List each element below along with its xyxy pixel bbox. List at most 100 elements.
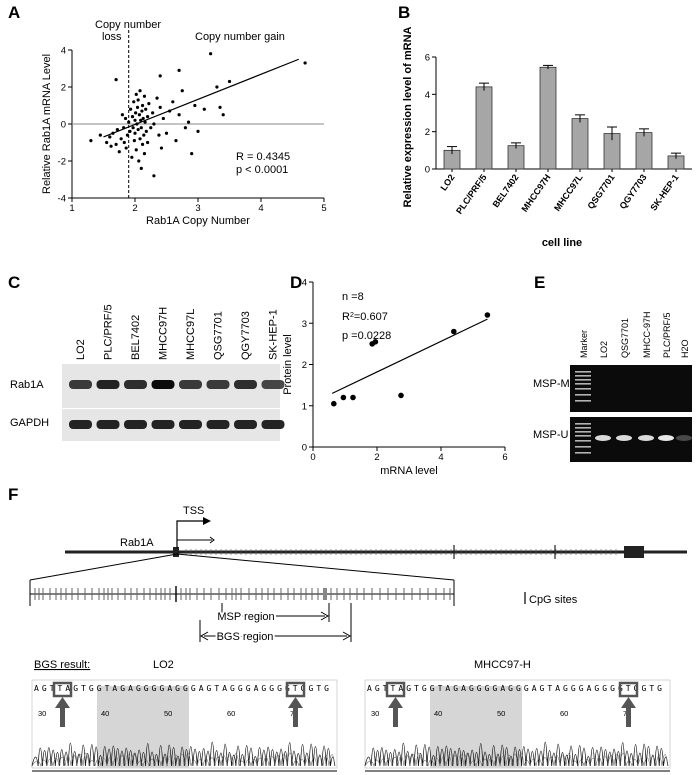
data-point [111,131,115,135]
marker-band [575,375,591,377]
data-point [183,126,187,130]
panel-c-lane-labels: LO2 PLC/PRF/5 BEL7402 MHCC97H MHCC97L QSG7701… [75,304,280,360]
methylation-site-box [52,681,73,698]
data-point [139,118,143,122]
region-loss-line-2: loss [102,31,122,43]
y-tick-label: 0 [425,165,430,176]
cpg-site-cluster [323,588,327,600]
data-point [202,107,206,111]
data-point [142,94,147,98]
marker-band [575,383,591,385]
data-point [131,126,135,130]
data-point [157,133,161,137]
data-point [135,122,139,126]
data-point [152,174,156,178]
regression-line [103,58,300,138]
up-arrow [288,697,303,727]
y-tick-label: 4 [425,90,430,101]
y-axis-title: Protein level [282,334,294,395]
data-point [149,126,153,130]
y-axis-title: Relative expression level of mRNA [402,26,414,207]
category-label: QSG7701 [585,172,616,211]
rab1a-band [206,380,230,389]
data-point [133,118,137,122]
gapdh-band [261,420,285,429]
data-point [115,127,119,132]
category-label: MHCC97L [552,172,585,213]
panel-f: F Rab1A TSS CpG sites MSP region [8,485,687,772]
data-point [144,107,148,111]
y-tick-label: 2 [61,83,66,94]
category-label: SK-HEP-1 [648,172,680,212]
category-label: PLC/PRF/5 [454,172,489,215]
y-tick-label: -2 [58,157,66,168]
data-point [209,52,213,56]
data-point [105,140,109,145]
data-point [119,137,123,141]
region-loss-label: Copy number loss [95,19,164,43]
bgs-region-label: BGS region [217,631,274,643]
data-point [142,152,147,156]
data-point [190,152,194,156]
gapdh-band [96,420,120,429]
category-label: LO2 [438,172,456,192]
data-point [139,126,143,130]
data-point [130,155,134,159]
x-tick-label: 2 [132,203,137,214]
x-tick-label: 5 [321,203,326,214]
lane-label: SK-HEP-1 [268,309,280,360]
data-point [134,111,138,115]
data-point [215,85,219,89]
position-tick-label: 30 [371,709,379,718]
x-axis-title: Rab1A Copy Number [146,215,250,227]
lane-label: H2O [680,339,690,358]
data-point [180,89,184,93]
y-tick-label: 4 [302,278,307,289]
methylation-site-box [285,681,306,698]
data-point [140,109,144,113]
marker-band [575,423,591,425]
position-tick-label: 60 [227,709,235,718]
bar [635,132,653,170]
data-point [140,142,145,146]
marker-band [575,394,591,396]
zoom-line-right [176,553,455,581]
msp-u-band [638,435,654,441]
data-point [108,135,112,139]
marker-band [575,431,591,433]
stat-p: p < 0.0001 [236,164,288,176]
rab1a-band [261,380,285,389]
data-point [331,400,337,407]
data-point [133,131,137,135]
msp-arrow-left [221,611,231,621]
data-point [303,61,307,65]
y-tick-label: 3 [302,319,307,330]
data-point [132,100,136,104]
data-point [155,96,159,100]
position-tick-label: 50 [164,709,172,718]
tss-arrow-head [203,517,211,525]
panel-a-scatter: 1 2 3 4 5 -4 -2 0 2 4 Rab1A Copy Number Relative Ra… [41,30,327,227]
data-point [114,142,118,146]
position-tick-label: 40 [101,709,109,718]
data-point [158,105,162,109]
region-loss-line-1: Copy number [95,19,161,31]
cpg-sites [34,588,451,600]
data-point [143,120,147,124]
stat-r2-value: =0.607 [354,311,388,323]
data-point [117,150,121,154]
panel-f-label: F [8,485,18,504]
data-point [372,339,379,345]
data-point [164,131,169,135]
position-tick-label: 50 [497,709,505,718]
position-tick-label: 60 [560,709,568,718]
gene-cpg-tick-row [185,549,617,555]
marker-band [575,446,591,448]
gene-label: Rab1A [120,537,154,549]
data-point [114,78,118,82]
